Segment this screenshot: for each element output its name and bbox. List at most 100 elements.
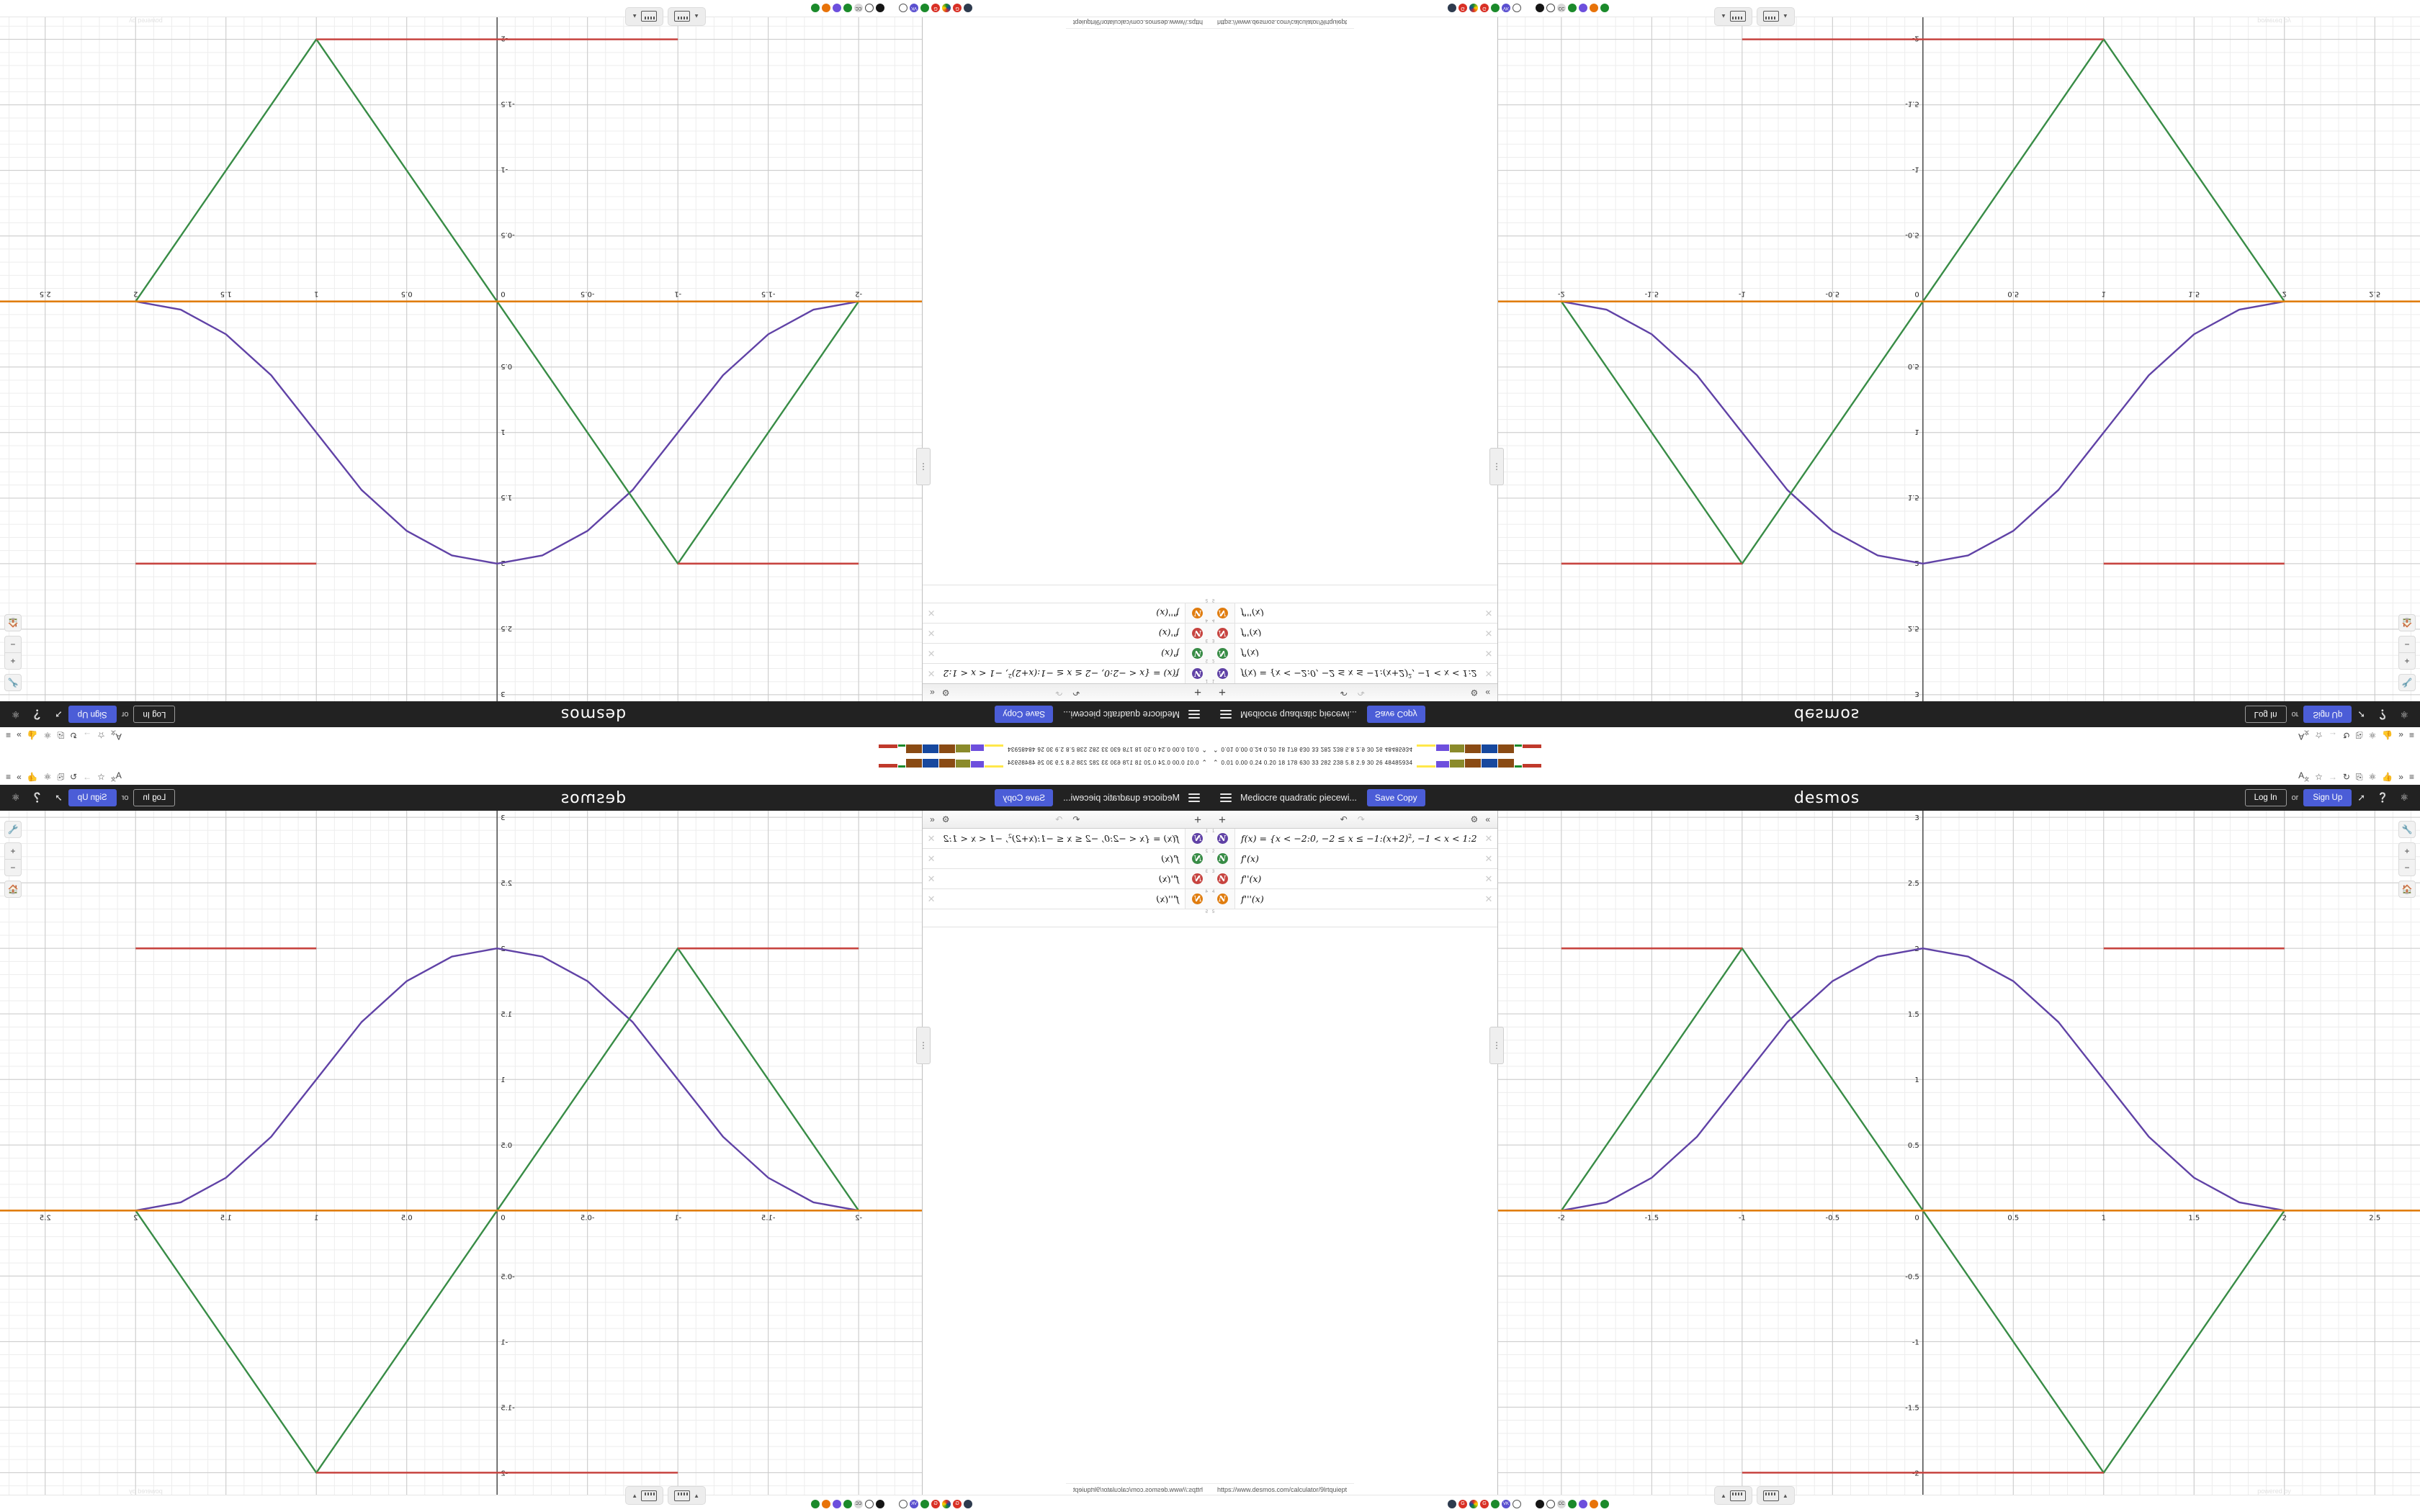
expression-row[interactable]: 1 N f(x) = {x < −2:0, −2 ≤ x ≤ −1:(x+2)2… (923, 829, 1210, 849)
expression-row[interactable]: 2 N f'(x) ✕ (923, 849, 1210, 869)
keyboard-toggle-left[interactable]: ▲ (1714, 1486, 1752, 1505)
redo-button[interactable]: ↷ (1055, 688, 1063, 698)
reader-icon[interactable]: ⎘ (57, 730, 65, 740)
document-title[interactable]: Mediocre quadratic piecewi... (1063, 709, 1180, 719)
ext-icon-bank[interactable] (876, 4, 884, 13)
signup-button[interactable]: Sign Up (68, 706, 117, 723)
keyboard-toggle-right[interactable]: ▲ (1756, 1486, 1795, 1505)
chevrons-icon[interactable]: » (17, 772, 22, 782)
ext-icon-google-a[interactable]: G (953, 4, 962, 13)
redo-button[interactable]: ↷ (1357, 688, 1365, 698)
keyboard-toggle-left[interactable]: ▲ (1714, 7, 1752, 26)
bookmark-star-icon[interactable]: ☆ (97, 730, 105, 740)
ext-icon-sun[interactable] (822, 1499, 830, 1508)
thumb-icon[interactable]: 👍 (27, 730, 38, 740)
home-button[interactable]: 🏠 (4, 881, 22, 898)
signup-button[interactable]: Sign Up (2303, 706, 2352, 723)
wrench-icon[interactable]: 🔧 (2398, 821, 2416, 838)
graph-canvas[interactable]: -2 -1.5 -1 -0.5 0.5 1 1.5 2 2.5 -2 -1.5 -1 -0.5 0.5 1 1… (0, 811, 922, 1512)
globe-icon[interactable]: ⚛ (2368, 730, 2377, 740)
globe-icon[interactable]: ⚛ (43, 772, 52, 782)
ext-icon-chat[interactable] (1579, 4, 1587, 13)
translate-icon[interactable]: A文 (110, 770, 122, 783)
forward-icon[interactable]: → (83, 730, 92, 740)
reader-icon[interactable]: ⎘ (57, 772, 65, 782)
expression-math[interactable]: f'(x) (1241, 648, 1259, 659)
chevrons-icon[interactable]: » (17, 730, 22, 740)
expression-row-empty[interactable]: 5 (923, 909, 1210, 927)
bookmark-star-icon[interactable]: ☆ (2315, 730, 2323, 740)
delete-expression-icon[interactable]: ✕ (927, 852, 936, 864)
zoom-in-button[interactable]: + (2398, 653, 2416, 670)
expression-color-bullet[interactable]: N (1210, 869, 1235, 888)
gear-icon[interactable]: ⚙ (941, 688, 950, 698)
expression-row[interactable]: 3 N f''(x) ✕ (923, 869, 1210, 889)
ext-icon-google-b[interactable]: G (931, 4, 940, 13)
delete-expression-icon[interactable]: ✕ (1484, 832, 1493, 844)
zoom-out-button[interactable]: − (4, 636, 22, 653)
ext-icon-google-b[interactable]: G (1480, 1499, 1489, 1508)
graph-canvas[interactable]: -2 -1.5 -1 -0.5 0.5 1 1.5 2 2.5 -2 -1.5 -1 -0.5 0.5 1 1… (1498, 811, 2420, 1512)
ext-icon-disqus[interactable] (964, 4, 972, 13)
ext-icon-disqus[interactable] (1448, 4, 1456, 13)
ext-icon-vk[interactable]: VK (1502, 4, 1510, 13)
ext-icon-vk[interactable]: VK (910, 1499, 918, 1508)
ext-icon-leaf-a[interactable] (1491, 4, 1500, 13)
delete-expression-icon[interactable]: ✕ (1484, 873, 1493, 884)
delete-expression-icon[interactable]: ✕ (927, 893, 936, 904)
expression-row-empty[interactable]: 5 (1210, 909, 1497, 927)
expression-row[interactable]: 3 N f''(x) ✕ (1210, 869, 1497, 889)
hamburger-menu-icon[interactable] (1188, 793, 1200, 802)
help-icon[interactable]: ❔ (2377, 792, 2389, 803)
series-f(x)[interactable] (1498, 300, 2420, 565)
keyboard-toggle-left[interactable]: ▲ (668, 7, 706, 26)
translate-icon[interactable]: A文 (2298, 729, 2310, 742)
delete-expression-icon[interactable]: ✕ (927, 668, 936, 680)
ext-icon-leaf-a[interactable] (920, 4, 929, 13)
delete-expression-icon[interactable]: ✕ (1484, 608, 1493, 619)
graph-canvas[interactable]: -2 -1.5 -1 -0.5 0.5 1 1.5 2 2.5 -2 -1.5 -1 -0.5 0.5 1 1… (1498, 0, 2420, 701)
expression-color-bullet[interactable]: N (1210, 889, 1235, 909)
help-icon[interactable]: ❔ (31, 709, 43, 720)
expression-row[interactable]: 2 N f'(x) ✕ (1210, 849, 1497, 869)
ext-icon-leaf-b[interactable] (1568, 1499, 1577, 1508)
series-f(x)[interactable] (0, 300, 922, 565)
ext-icon-colorwheel[interactable] (1469, 1499, 1478, 1508)
expression-row[interactable]: 3 N f''(x) ✕ (1210, 623, 1497, 643)
reload-icon[interactable]: ↻ (2342, 772, 2350, 782)
save-copy-button[interactable]: Save Copy (995, 789, 1054, 806)
ext-icon-google-b[interactable]: G (1480, 4, 1489, 13)
bookmark-star-icon[interactable]: ☆ (97, 772, 105, 782)
delete-expression-icon[interactable]: ✕ (927, 873, 936, 884)
bookmark-star-icon[interactable]: ☆ (2315, 772, 2323, 782)
delete-expression-icon[interactable]: ✕ (1484, 668, 1493, 680)
ext-icon-sun[interactable] (1590, 1499, 1598, 1508)
ext-icon-dolphin[interactable] (865, 4, 874, 13)
expression-row[interactable]: 4 N f'''(x) ✕ (1210, 889, 1497, 909)
ext-icon-thumb[interactable] (1512, 1499, 1521, 1508)
expression-row[interactable]: 1 N f(x) = {x < −2:0, −2 ≤ x ≤ −1:(x+2)2… (1210, 829, 1497, 849)
chevrons-icon[interactable]: » (2398, 730, 2403, 740)
thumb-icon[interactable]: 👍 (27, 772, 38, 782)
zoom-out-button[interactable]: − (2398, 636, 2416, 653)
ext-icon-leaf-c[interactable] (1600, 4, 1609, 13)
menu-icon[interactable]: ≡ (6, 772, 12, 782)
keyboard-toggle-right[interactable]: ▲ (1756, 7, 1795, 26)
zoom-in-button[interactable]: + (4, 653, 22, 670)
delete-expression-icon[interactable]: ✕ (1484, 893, 1493, 904)
ext-icon-dolphin[interactable] (865, 1499, 874, 1508)
zoom-out-button[interactable]: − (4, 859, 22, 876)
expression-row[interactable]: 1 N f(x) = {x < −2:0, −2 ≤ x ≤ −1:(x+2)2… (923, 663, 1210, 683)
ext-icon-leaf-a[interactable] (920, 1499, 929, 1508)
menu-icon[interactable]: ≡ (6, 730, 12, 740)
ext-icon-google-a[interactable]: G (1458, 4, 1467, 13)
gear-icon[interactable]: ⚙ (941, 814, 950, 824)
series-f(x)[interactable] (0, 947, 922, 1212)
redo-button[interactable]: ↷ (1055, 814, 1063, 824)
language-globe-icon[interactable]: ⚛ (11, 709, 20, 720)
expression-math[interactable]: f'(x) (1241, 853, 1259, 864)
home-button[interactable]: 🏠 (2398, 881, 2416, 898)
language-globe-icon[interactable]: ⚛ (11, 792, 20, 803)
ext-icon-chat[interactable] (833, 4, 841, 13)
reload-icon[interactable]: ↻ (70, 772, 78, 782)
